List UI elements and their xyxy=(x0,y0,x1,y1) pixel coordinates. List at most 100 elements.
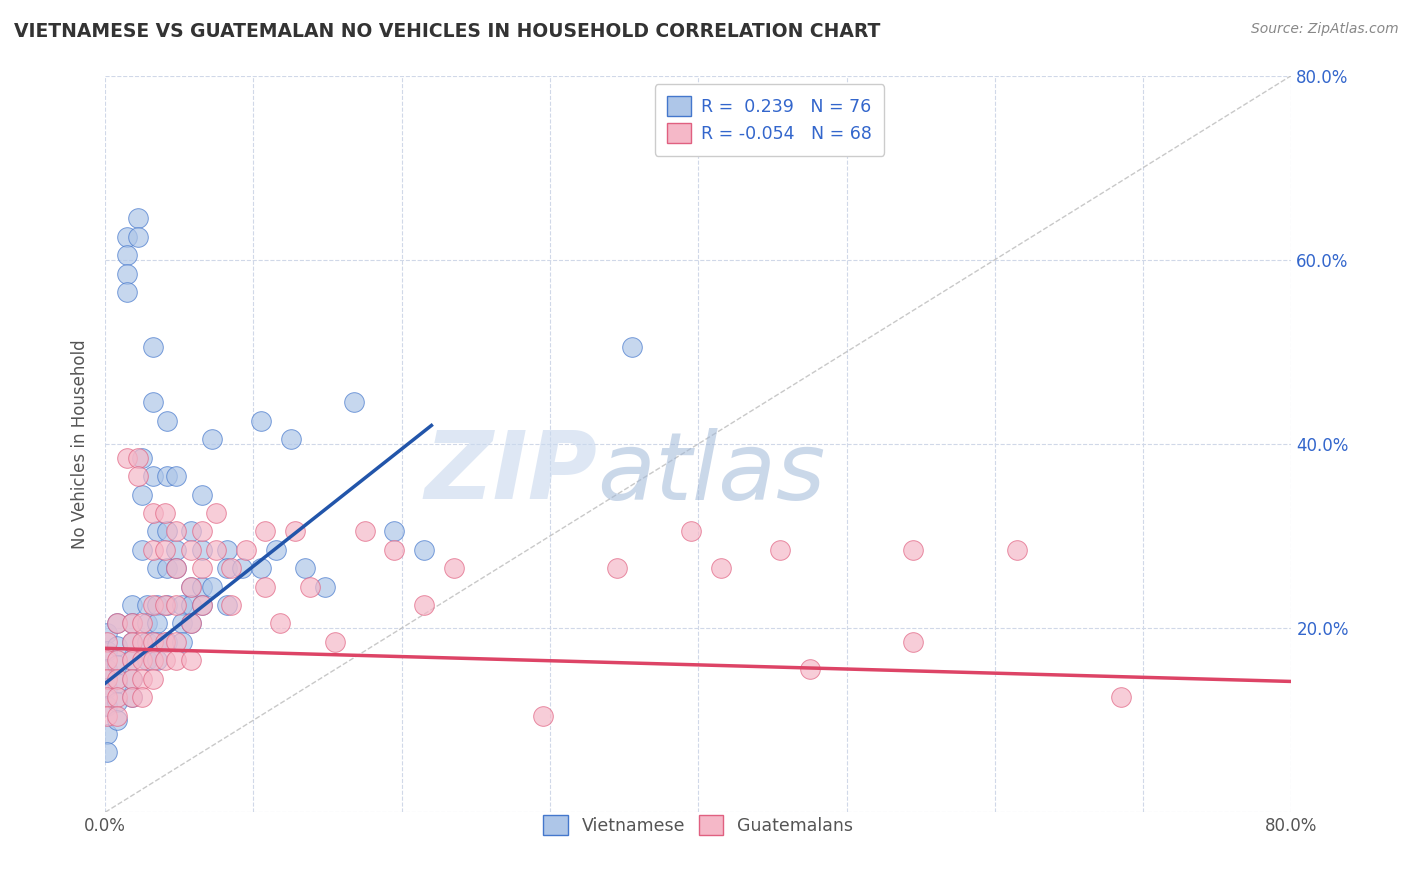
Point xyxy=(215,542,238,557)
Point xyxy=(121,672,143,686)
Point xyxy=(146,653,169,667)
Legend: Vietnamese, Guatemalans: Vietnamese, Guatemalans xyxy=(534,806,862,844)
Point xyxy=(799,663,821,677)
Point xyxy=(96,690,118,705)
Point xyxy=(156,561,179,575)
Point xyxy=(142,653,165,667)
Point xyxy=(156,598,179,612)
Point xyxy=(215,561,238,575)
Point xyxy=(135,635,157,649)
Point xyxy=(190,598,212,612)
Point xyxy=(105,653,128,667)
Point xyxy=(131,690,153,705)
Point xyxy=(190,487,212,501)
Point xyxy=(96,745,118,759)
Point xyxy=(250,561,273,575)
Point xyxy=(201,580,224,594)
Point xyxy=(294,561,316,575)
Point xyxy=(96,672,118,686)
Point xyxy=(153,635,176,649)
Point xyxy=(142,598,165,612)
Point xyxy=(284,524,307,539)
Point xyxy=(142,506,165,520)
Point xyxy=(190,561,212,575)
Point xyxy=(96,644,118,658)
Point xyxy=(219,598,242,612)
Text: ZIP: ZIP xyxy=(425,427,598,519)
Point xyxy=(153,542,176,557)
Point xyxy=(131,672,153,686)
Point xyxy=(127,450,149,465)
Point xyxy=(620,340,643,354)
Point xyxy=(127,211,149,226)
Point xyxy=(165,524,187,539)
Point xyxy=(142,635,165,649)
Point xyxy=(142,672,165,686)
Point xyxy=(146,616,169,631)
Point xyxy=(443,561,465,575)
Point xyxy=(153,506,176,520)
Point xyxy=(105,672,128,686)
Point xyxy=(131,635,153,649)
Point xyxy=(180,580,202,594)
Point xyxy=(131,450,153,465)
Point xyxy=(413,598,436,612)
Point xyxy=(146,561,169,575)
Point xyxy=(96,699,118,714)
Point xyxy=(254,580,277,594)
Point xyxy=(710,561,733,575)
Point xyxy=(254,524,277,539)
Point xyxy=(343,395,366,409)
Point xyxy=(165,598,187,612)
Point xyxy=(280,432,302,446)
Point xyxy=(121,690,143,705)
Point xyxy=(105,676,128,690)
Point xyxy=(121,690,143,705)
Point xyxy=(298,580,321,594)
Point xyxy=(679,524,702,539)
Point xyxy=(353,524,375,539)
Point xyxy=(323,635,346,649)
Point xyxy=(131,542,153,557)
Point xyxy=(215,598,238,612)
Point xyxy=(180,542,202,557)
Point xyxy=(156,414,179,428)
Point xyxy=(314,580,336,594)
Text: atlas: atlas xyxy=(598,428,825,519)
Point xyxy=(142,340,165,354)
Point xyxy=(146,635,169,649)
Point xyxy=(121,616,143,631)
Point xyxy=(531,708,554,723)
Point xyxy=(96,663,118,677)
Point xyxy=(205,506,228,520)
Point xyxy=(96,653,118,667)
Point xyxy=(165,561,187,575)
Point xyxy=(117,267,139,281)
Point xyxy=(96,708,118,723)
Point xyxy=(250,414,273,428)
Point xyxy=(205,542,228,557)
Point xyxy=(105,657,128,672)
Point xyxy=(180,580,202,594)
Point xyxy=(201,432,224,446)
Point xyxy=(903,635,925,649)
Point xyxy=(142,542,165,557)
Point xyxy=(269,616,291,631)
Point xyxy=(165,635,187,649)
Text: VIETNAMESE VS GUATEMALAN NO VEHICLES IN HOUSEHOLD CORRELATION CHART: VIETNAMESE VS GUATEMALAN NO VEHICLES IN … xyxy=(14,22,880,41)
Point xyxy=(382,524,405,539)
Point xyxy=(117,229,139,244)
Point xyxy=(153,653,176,667)
Point xyxy=(180,598,202,612)
Point xyxy=(105,713,128,727)
Point xyxy=(172,598,194,612)
Point xyxy=(235,542,257,557)
Point xyxy=(165,469,187,483)
Point xyxy=(146,524,169,539)
Point xyxy=(96,681,118,695)
Point xyxy=(105,708,128,723)
Point xyxy=(190,524,212,539)
Point xyxy=(264,542,287,557)
Point xyxy=(142,395,165,409)
Point xyxy=(156,524,179,539)
